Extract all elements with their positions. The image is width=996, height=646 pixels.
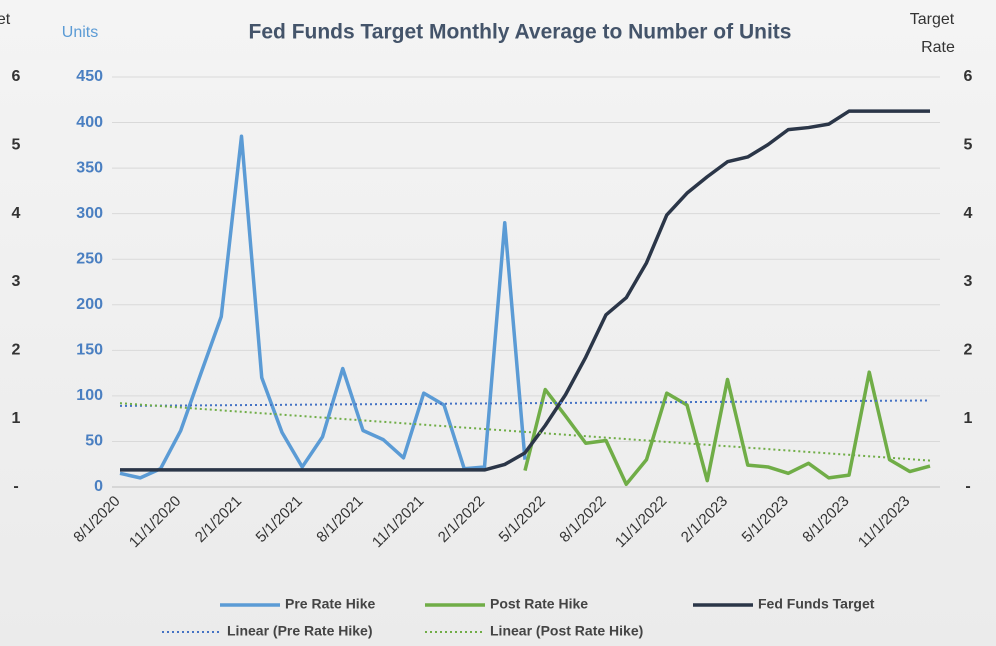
y-tick-label: 100: [76, 387, 103, 404]
y2-tick-label: 2: [964, 342, 973, 359]
y2-tick-label: 5: [964, 137, 973, 154]
y-tick-label: 150: [76, 342, 103, 359]
trend-line: [119, 399, 931, 407]
legend-label: Linear (Pre Rate Hike): [227, 623, 373, 639]
y2-tick-label-left: 6: [12, 68, 21, 85]
y-tick-label: 200: [76, 296, 103, 313]
y2-tick-label: 1: [964, 410, 973, 427]
chart-title: Fed Funds Target Monthly Average to Numb…: [249, 21, 792, 44]
y-tick-label: 300: [76, 205, 103, 222]
y-tick-label: 450: [76, 68, 103, 85]
y-axis-label: Units: [62, 24, 98, 41]
y2-tick-label-left: 4: [12, 205, 21, 222]
legend-label: Post Rate Hike: [490, 596, 588, 612]
y2-tick-label-left: 5: [12, 137, 21, 154]
y2-tick-label-left: 2: [12, 342, 21, 359]
y2-axis-label: Target: [910, 11, 955, 28]
y2-axis-label: Rate: [921, 39, 955, 56]
series-line: [523, 370, 931, 487]
legend-label: Pre Rate Hike: [285, 596, 375, 612]
y2-axis-label-left: Target: [0, 11, 11, 28]
y-tick-label: 250: [76, 250, 103, 267]
trend-line: [119, 402, 931, 462]
series-line: [119, 134, 527, 480]
y2-tick-label: 6: [964, 68, 973, 85]
y-tick-label: 0: [94, 478, 103, 495]
y2-tick-label: -: [965, 478, 970, 495]
y2-tick-label-left: 3: [12, 273, 21, 290]
y2-tick-label: 3: [964, 273, 973, 290]
y-tick-label: 400: [76, 114, 103, 131]
series-line: [120, 109, 930, 472]
y2-tick-label: 4: [964, 205, 973, 222]
y2-tick-label-left: -: [13, 478, 18, 495]
y2-tick-label-left: 1: [12, 410, 21, 427]
y-tick-label: 50: [85, 433, 103, 450]
y-tick-label: 350: [76, 159, 103, 176]
legend-label: Fed Funds Target: [758, 596, 875, 612]
legend-label: Linear (Post Rate Hike): [490, 623, 643, 639]
